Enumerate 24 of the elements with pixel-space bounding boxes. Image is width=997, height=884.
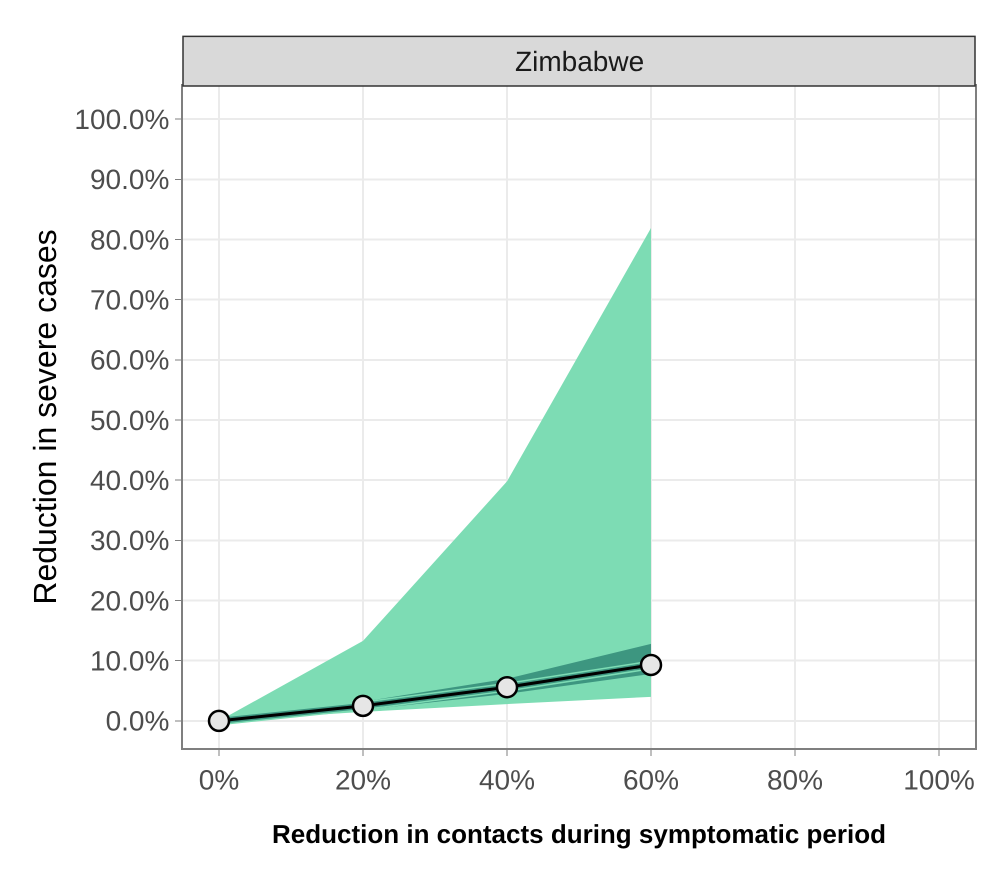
y-tick-label: 80.0% bbox=[90, 224, 170, 256]
point bbox=[208, 710, 230, 732]
y-tick-label: 60.0% bbox=[90, 344, 170, 376]
x-axis-title: Reduction in contacts during symptomatic period bbox=[272, 818, 886, 849]
x-tick-label: 20% bbox=[334, 764, 392, 796]
chart-title: Zimbabwe bbox=[515, 46, 644, 77]
x-tick-label: 80% bbox=[766, 764, 824, 796]
y-tick-label: 30.0% bbox=[90, 525, 170, 556]
x-tick-label: 60% bbox=[622, 764, 680, 796]
point bbox=[640, 654, 662, 676]
x-tick-label: 0% bbox=[198, 764, 240, 796]
y-tick-label: 0.0% bbox=[106, 706, 170, 737]
point bbox=[496, 676, 518, 698]
x-tick-label: 40% bbox=[478, 764, 536, 796]
x-tick-label: 100% bbox=[903, 764, 975, 796]
y-tick-label: 90.0% bbox=[90, 164, 170, 196]
y-tick-label: 70.0% bbox=[90, 284, 170, 316]
y-tick-label: 100.0% bbox=[74, 104, 170, 135]
y-tick-label: 20.0% bbox=[90, 585, 170, 616]
y-tick-label: 50.0% bbox=[90, 404, 170, 436]
y-tick-label: 40.0% bbox=[90, 464, 170, 496]
point bbox=[352, 694, 374, 718]
y-axis-title: Reduction in severe cases bbox=[27, 229, 64, 605]
y-tick-label: 10.0% bbox=[90, 646, 170, 677]
